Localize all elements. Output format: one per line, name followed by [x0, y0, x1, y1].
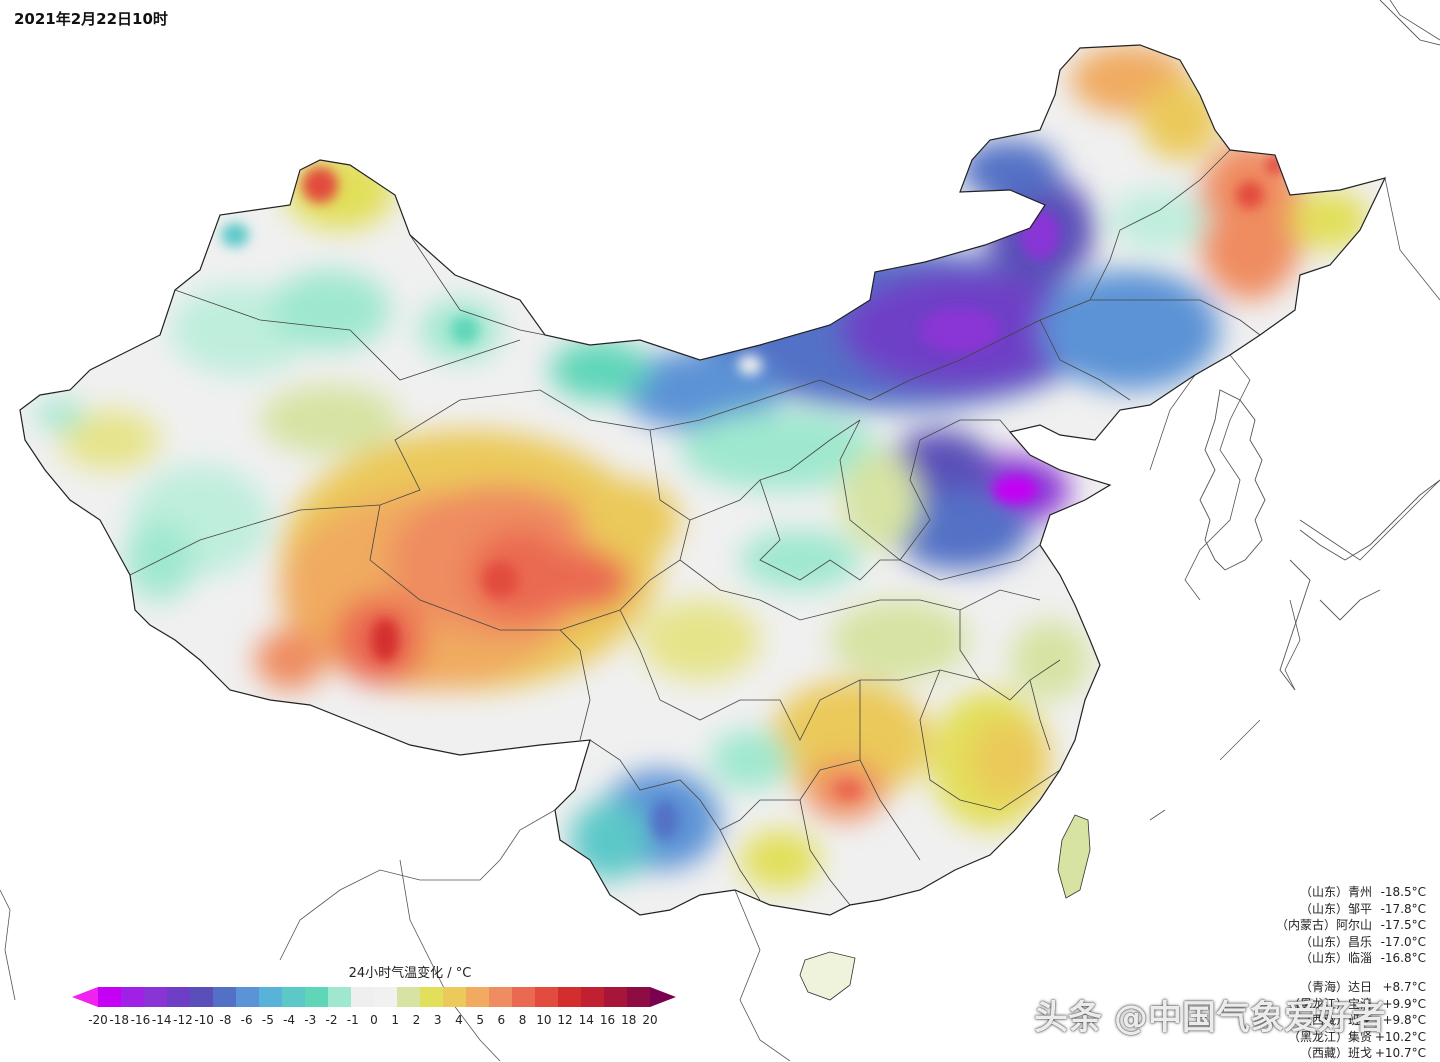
legend-swatch: [627, 987, 650, 1007]
legend-swatch: [466, 987, 489, 1007]
station-row: （内蒙古）阿尔山 -17.5°C: [1275, 918, 1426, 933]
legend-tick-label: -10: [194, 1013, 214, 1027]
legend-swatch: [282, 987, 305, 1007]
color-legend-bar: [72, 987, 676, 1007]
legend-tick-label: 2: [412, 1013, 421, 1027]
legend-swatch: [374, 987, 397, 1007]
station-row: （山东）昌乐 -17.0°C: [1299, 934, 1426, 949]
station-row: （青海）达日 +8.7°C: [1299, 979, 1426, 994]
legend-swatch: [213, 987, 236, 1007]
legend-tick-label: 1: [391, 1013, 400, 1027]
legend-swatch: [397, 987, 420, 1007]
legend-tick-label: 12: [557, 1013, 573, 1027]
legend-tick-labels: -20 -18 -16 -14 -12 -10 -8 -6 -5 -4 -3 -2 -1 0 1 2 3 4 5 6 8…: [0, 1013, 760, 1029]
legend-tick-label: 5: [476, 1013, 484, 1027]
legend-tick-label: 10: [536, 1013, 552, 1027]
legend-title: 24小时气温变化 / °C: [348, 966, 472, 981]
legend-tick-label: -1: [346, 1013, 359, 1027]
legend-tick-label: -6: [240, 1013, 253, 1027]
timestamp: 2021年2月22日10时: [14, 10, 168, 28]
legend-swatch: [604, 987, 627, 1007]
legend-swatch: [581, 987, 604, 1007]
legend-swatch: [489, 987, 512, 1007]
legend-swatch: [512, 987, 535, 1007]
legend-tick-label: -18: [109, 1013, 130, 1027]
legend-tick-label: -12: [173, 1013, 193, 1027]
province-borders: [129, 149, 1261, 906]
station-extremes-panel: （山东）青州 -18.5°C （山东）邹平 -17.8°C （内蒙古）阿尔山 -…: [1226, 884, 1426, 1062]
station-row: （西藏）班戈 +10.7°C: [1299, 1046, 1426, 1061]
legend-tick-label: 6: [497, 1013, 506, 1027]
legend-tick-label: -2: [325, 1013, 338, 1027]
legend-tick-label: 4: [455, 1013, 463, 1027]
legend-tick-label: 20: [642, 1013, 658, 1027]
station-row: （山东）临淄 -16.8°C: [1299, 951, 1426, 966]
legend-swatch: [443, 987, 466, 1007]
islands: [799, 814, 1091, 1001]
legend-tick-label: 16: [599, 1013, 616, 1027]
watermark: 头条 @中国气象爱好者: [1034, 998, 1386, 1038]
legend-low-arrow: [72, 987, 98, 1007]
legend-swatch: [144, 987, 167, 1007]
legend-tick-label: -5: [261, 1013, 274, 1027]
legend-swatch: [420, 987, 443, 1007]
legend-swatch: [305, 987, 328, 1007]
legend-swatch: [351, 987, 374, 1007]
legend-swatch: [558, 987, 581, 1007]
legend-tick-label: -14: [151, 1013, 172, 1027]
legend-swatch: [328, 987, 351, 1007]
legend-tick-label: 14: [578, 1013, 594, 1027]
station-row: （山东）邹平 -17.8°C: [1299, 901, 1426, 916]
station-row: （黑龙江）集贤 +10.2°C: [1287, 1029, 1426, 1044]
station-row: （黑龙江）宝清 +9.9°C: [1287, 996, 1426, 1011]
legend-tick-label: -16: [130, 1013, 151, 1027]
legend-swatch: [535, 987, 558, 1007]
legend-swatch: [190, 987, 213, 1007]
legend-tick-label: 3: [433, 1013, 442, 1027]
legend-tick-label: -20: [88, 1013, 108, 1027]
legend-tick-label: -3: [304, 1013, 317, 1027]
legend-swatch: [259, 987, 282, 1007]
legend-tick-label: 0: [370, 1013, 378, 1027]
station-row: （山东）青州 -18.5°C: [1299, 885, 1426, 899]
neighbor-coastlines: [1199, 0, 1440, 691]
legend-swatch: [167, 987, 190, 1007]
legend-tick-label: -4: [283, 1013, 296, 1027]
station-row: （西藏）班戈 +9.8°C: [1299, 1013, 1426, 1028]
legend-tick-label: 8: [518, 1013, 527, 1027]
legend-swatch: [98, 987, 121, 1007]
legend-swatch: [121, 987, 144, 1007]
legend-tick-label: -8: [219, 1013, 232, 1027]
legend-tick-label: 18: [621, 1013, 637, 1027]
legend-swatch: [236, 987, 259, 1007]
legend-high-arrow: [650, 987, 676, 1007]
